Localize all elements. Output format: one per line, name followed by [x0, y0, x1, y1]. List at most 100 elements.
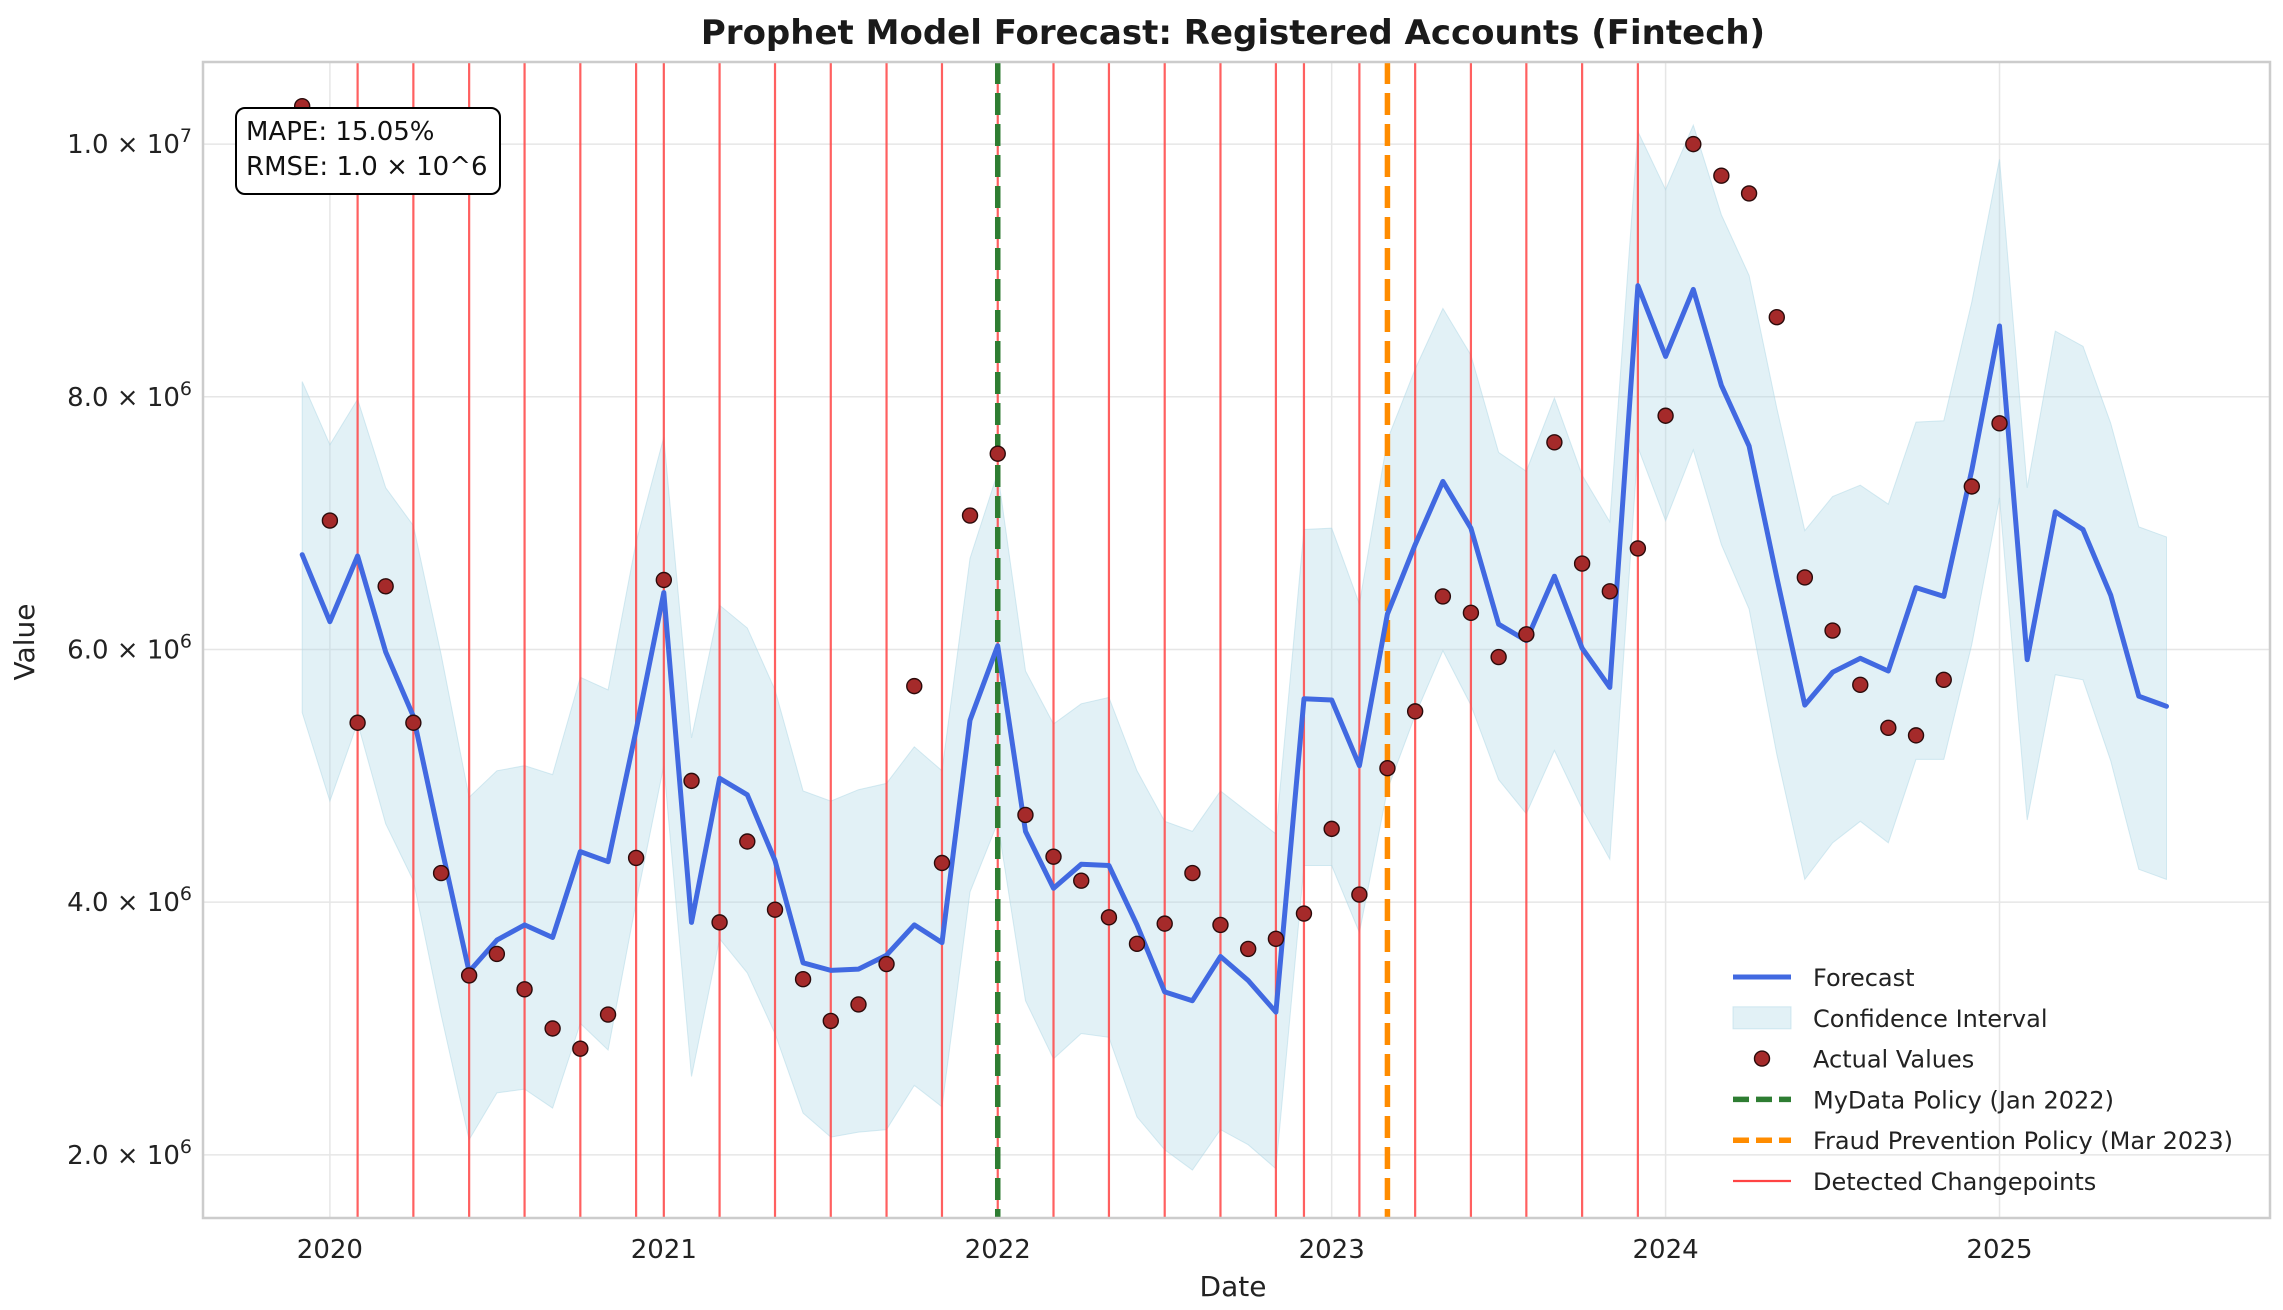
rmse-text: RMSE: 1.0 × 10^6: [246, 152, 488, 182]
actual-value-point: [1239, 940, 1257, 958]
y-axis-label: Value: [8, 604, 41, 681]
actual-value-point: [321, 512, 339, 529]
y-tick-exponent: 6: [180, 630, 192, 652]
actual-value-point: [1963, 478, 1981, 495]
legend-label: Actual Values: [1813, 1046, 1974, 1074]
actual-value-point: [1685, 135, 1702, 153]
actual-value-point: [906, 677, 923, 695]
actual-value-point: [1073, 872, 1090, 889]
y-tick-mantissa: 8.0 × 10: [67, 383, 180, 413]
forecast-line: [299, 283, 2169, 1015]
actual-value-point: [599, 1006, 617, 1023]
actual-value-point: [1017, 806, 1034, 824]
actual-value-point: [1379, 760, 1396, 777]
legend-swatch-actual: [1753, 1050, 1771, 1067]
actual-value-point: [627, 849, 645, 867]
actual-value-point: [1490, 648, 1507, 666]
actual-value-point: [1462, 604, 1480, 622]
x-tick-label: 2020: [297, 1235, 363, 1265]
actual-value-point: [1852, 676, 1869, 694]
y-tick-label: 6.0 × 106: [67, 630, 192, 665]
actual-value-point: [1935, 671, 1952, 688]
actual-value-point: [572, 1040, 589, 1057]
y-tick-mantissa: 6.0 × 10: [67, 635, 180, 665]
actual-value-point: [1991, 415, 2008, 432]
legend-label: Fraud Prevention Policy (Mar 2023): [1813, 1127, 2233, 1155]
legend-label: Confidence Interval: [1813, 1005, 2047, 1033]
x-tick-label: 2024: [1633, 1235, 1699, 1265]
actual-value-point: [933, 854, 951, 872]
actual-value-point: [711, 914, 728, 931]
actual-value-point: [516, 981, 533, 998]
x-tick-label: 2023: [1299, 1235, 1365, 1265]
y-tick-mantissa: 1.0 × 10: [67, 130, 180, 160]
metrics-box: [235, 107, 501, 195]
chart-title: Prophet Model Forecast: Registered Accou…: [701, 13, 1765, 53]
actual-value-point: [1156, 915, 1173, 932]
actual-value-point: [1323, 820, 1340, 838]
actual-value-point: [1406, 703, 1424, 720]
actual-value-point: [1907, 727, 1925, 744]
y-tick-mantissa: 2.0 × 10: [67, 1141, 180, 1171]
actual-value-point: [878, 955, 895, 973]
actual-value-point: [1518, 626, 1535, 643]
x-tick-label: 2022: [965, 1235, 1031, 1265]
actual-value-point: [1657, 407, 1674, 424]
actual-value-point: [683, 772, 700, 790]
actual-value-point: [544, 1020, 561, 1037]
y-tick-mantissa: 4.0 × 10: [67, 888, 180, 918]
actual-value-point: [1713, 167, 1730, 184]
actual-value-point: [850, 996, 867, 1013]
mape-text: MAPE: 15.05%: [246, 117, 435, 147]
y-tick-exponent: 7: [180, 125, 192, 147]
actual-value-point: [1824, 622, 1841, 639]
actual-value-point: [377, 578, 394, 595]
actual-value-point: [349, 714, 366, 731]
actual-value-point: [1768, 309, 1785, 326]
legend-label: Forecast: [1813, 964, 1915, 992]
actual-value-point: [405, 714, 422, 731]
actual-value-point: [655, 571, 673, 589]
actual-value-point: [1880, 719, 1897, 737]
y-tick-exponent: 6: [180, 883, 192, 905]
actual-value-point: [766, 901, 784, 918]
y-tick-label: 4.0 × 106: [67, 883, 192, 918]
actual-value-point: [739, 833, 756, 850]
actual-value-point: [1267, 930, 1285, 947]
actual-value-point: [1045, 848, 1062, 865]
actual-value-point: [1601, 583, 1619, 600]
legend-swatch-confidence: [1732, 1006, 1792, 1030]
actual-value-point: [432, 864, 450, 882]
actual-value-point: [1184, 864, 1201, 882]
actual-value-point: [1546, 434, 1563, 451]
actual-value-point: [1629, 540, 1647, 557]
y-tick-exponent: 6: [180, 1136, 192, 1158]
x-axis-label: Date: [1200, 1270, 1267, 1303]
y-tick-label: 1.0 × 107: [67, 125, 192, 160]
actual-value-point: [1100, 909, 1118, 926]
actual-value-point: [1295, 905, 1313, 922]
y-tick-label: 8.0 × 106: [67, 378, 192, 413]
x-tick-label: 2021: [631, 1235, 697, 1265]
legend-label: Detected Changepoints: [1813, 1168, 2096, 1196]
actual-value-point: [488, 945, 506, 963]
actual-value-point: [460, 967, 478, 984]
actual-value-point: [1573, 555, 1591, 572]
plot-frame: [201, 60, 2272, 1220]
actual-value-point: [961, 507, 979, 524]
actual-value-point: [1212, 916, 1229, 934]
actual-value-point: [822, 1012, 839, 1030]
x-tick-label: 2025: [1966, 1235, 2032, 1265]
actual-value-point: [1796, 569, 1814, 586]
actual-value-point: [794, 971, 812, 988]
y-tick-label: 2.0 × 106: [67, 1136, 192, 1171]
legend-label: MyData Policy (Jan 2022): [1813, 1086, 2114, 1114]
actual-value-point: [989, 445, 1006, 462]
y-tick-exponent: 6: [180, 378, 192, 400]
actual-value-point: [1740, 185, 1758, 202]
actual-value-point: [1128, 935, 1146, 953]
actual-value-point: [1351, 886, 1368, 903]
actual-value-point: [1434, 588, 1452, 605]
